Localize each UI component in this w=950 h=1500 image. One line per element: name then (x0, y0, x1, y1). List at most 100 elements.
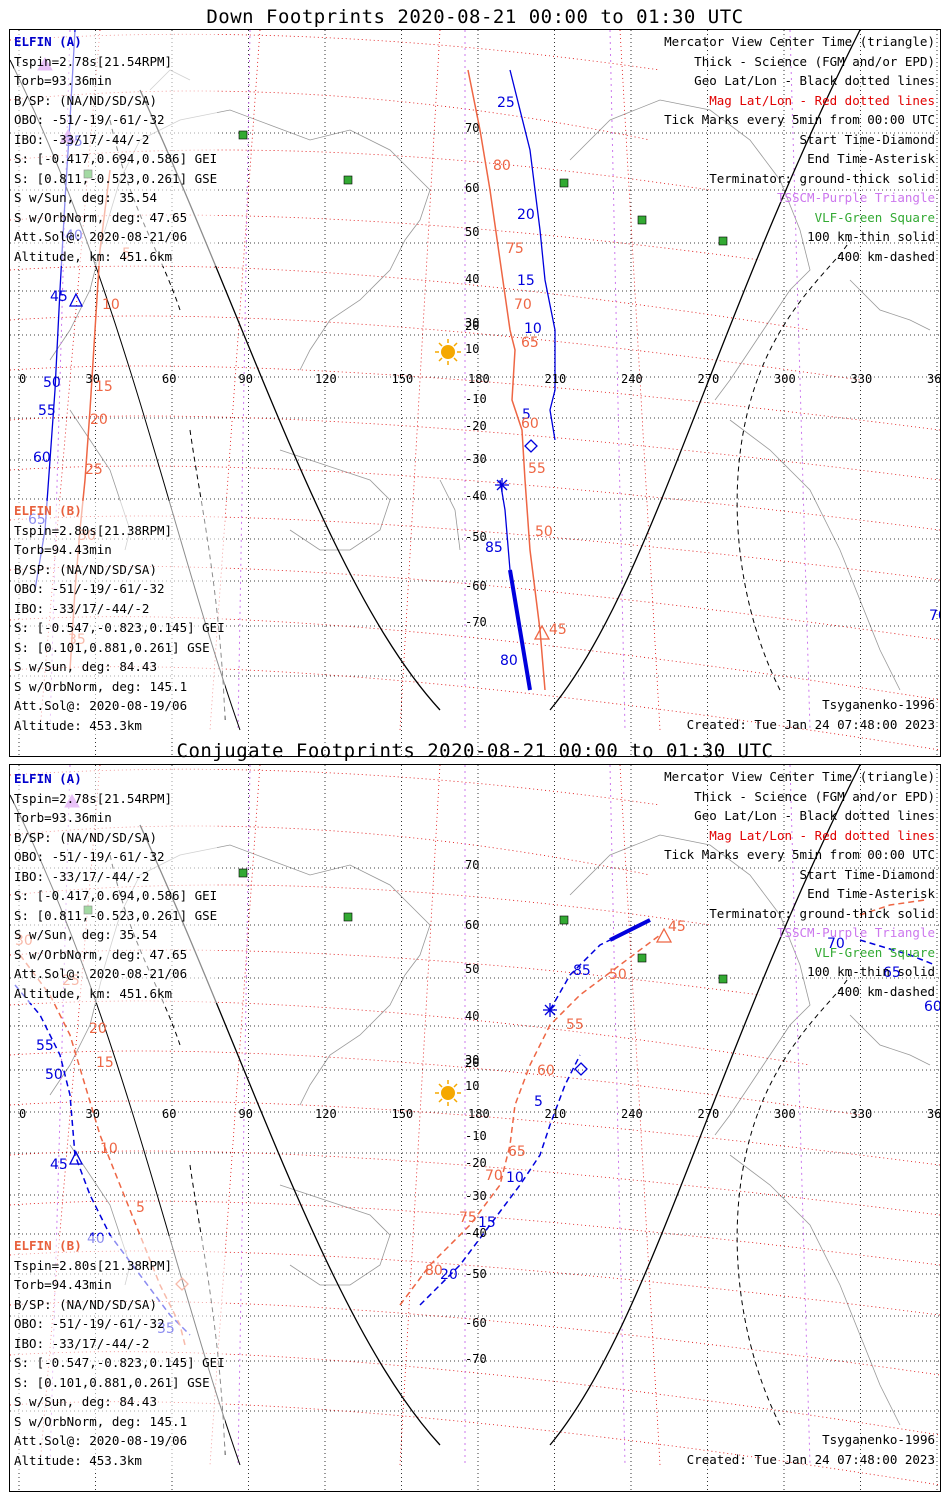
lon-tick-label: 150 (392, 372, 414, 386)
info-line: Tspin=2.78s[21.54RPM] (14, 51, 218, 71)
start-diamond-a (574, 1062, 588, 1076)
info-line: Altitude: 453.3km (14, 1450, 225, 1470)
lon-tick-label: 270 (698, 372, 720, 386)
time-label: 80 (500, 653, 518, 669)
vlf-square (343, 175, 353, 185)
end-asterisk-a (543, 1003, 557, 1017)
lon-tick-label: 180 (468, 372, 490, 386)
start-diamond-a (524, 439, 538, 453)
lat-tick-label: -30 (465, 452, 487, 466)
legend-item: TSSCM-Purple Triangle (776, 190, 935, 205)
info-line: B/SP: (NA/ND/SD/SA) (14, 827, 218, 847)
time-label: 65 (521, 335, 539, 351)
lat-tick-label: 10 (465, 342, 479, 356)
info-line: OBO: -51/-19/-61/-32 (14, 579, 225, 599)
legend-item: Thick - Science (FGM and/or EPD) (694, 53, 935, 69)
center-triangle-b (533, 624, 551, 640)
map-legend: Mercator View Center Time (triangle) Thi… (664, 32, 935, 266)
elfin-a-header: ELFIN (A) (14, 32, 218, 52)
lon-tick-label: 330 (851, 372, 873, 386)
lon-tick-label: 240 (621, 372, 643, 386)
center-triangle-a (68, 292, 84, 307)
lat-tick-label: 30 (465, 1053, 479, 1067)
lat-tick-label: -10 (465, 392, 487, 406)
info-line: S: [-0.417,0.694,0.586] GEI (14, 149, 218, 169)
legend-item: Geo Lat/Lon - Black dotted lines (694, 73, 935, 88)
lon-tick-label: 330 (851, 1107, 873, 1121)
info-line: S: [0.811,-0.523,0.261] GSE (14, 905, 218, 925)
elfin-a-info: ELFIN (A) Tspin=2.78s[21.54RPM] Torb=93.… (14, 769, 218, 1003)
mag-grid (10, 30, 940, 751)
time-label: 85 (485, 540, 503, 556)
time-label: 20 (89, 1021, 107, 1037)
time-label: 70 (929, 608, 941, 624)
info-line: IBO: -33/17/-44/-2 (14, 598, 225, 618)
info-line: IBO: -33/17/-44/-2 (14, 866, 218, 886)
info-line: Tspin=2.78s[21.54RPM] (14, 788, 218, 808)
center-triangle-a (68, 1150, 84, 1165)
lat-tick-label: -60 (465, 1316, 487, 1330)
lon-tick-label: 0 (19, 1107, 26, 1121)
lat-tick-label: 70 (465, 858, 479, 872)
elfin-b-info: ELFIN (B) Tspin=2.80s[21.38RPM] Torb=94.… (14, 1236, 225, 1470)
time-label: 15 (478, 1215, 496, 1231)
elfin-b-header: ELFIN (B) (14, 1236, 225, 1256)
time-label: 80 (493, 158, 511, 174)
info-line: Att.Sol@: 2020-08-19/06 (14, 696, 225, 716)
lon-tick-label: 300 (774, 1107, 796, 1121)
time-label: 65 (508, 1144, 526, 1160)
lat-tick-label: -70 (465, 615, 487, 629)
lat-tick-label: -50 (465, 1267, 487, 1281)
time-label: 80 (425, 1263, 443, 1279)
legend-item: Mercator View Center Time (triangle) (664, 769, 935, 784)
lat-tick-label: 30 (465, 316, 479, 330)
lon-tick-label: 30 (86, 1107, 100, 1121)
legend-item: 400 km-dashed (837, 248, 935, 264)
vlf-square (238, 868, 248, 878)
info-line: B/SP: (NA/ND/SD/SA) (14, 1294, 225, 1314)
geo-grid (10, 765, 940, 1491)
legend-item: VLF-Green Square (814, 209, 935, 225)
time-label: 10 (100, 1141, 118, 1157)
legend-item: Start Time-Diamond (799, 866, 935, 882)
time-label: 70 (514, 297, 532, 313)
info-line: S: [0.811,-0.523,0.261] GSE (14, 168, 218, 188)
legend-item: Mag Lat/Lon - Red dotted lines (709, 827, 935, 843)
conjugate-footprints-title: Conjugate Footprints 2020-08-21 00:00 to… (176, 740, 774, 762)
lat-tick-label: -60 (465, 579, 487, 593)
end-asterisk-a (495, 478, 509, 492)
legend-item: Start Time-Diamond (799, 131, 935, 147)
lon-tick-label: 240 (621, 1107, 643, 1121)
legend-item: Thick - Science (FGM and/or EPD) (694, 788, 935, 804)
time-label: 45 (50, 1157, 68, 1173)
time-label: 20 (517, 207, 535, 223)
created-label: Created: Tue Jan 24 07:48:00 2023 (686, 717, 935, 732)
info-line: Torb=94.43min (14, 540, 225, 560)
info-line: Tspin=2.80s[21.38RPM] (14, 1255, 225, 1275)
lon-tick-label: 180 (468, 1107, 490, 1121)
info-line: IBO: -33/17/-44/-2 (14, 129, 218, 149)
legend-item: Tick Marks every 5min from 00:00 UTC (664, 847, 935, 862)
info-line: IBO: -33/17/-44/-2 (14, 1333, 225, 1353)
lat-tick-label: 60 (465, 918, 479, 932)
time-label: 5 (136, 1200, 145, 1216)
time-label: 85 (573, 963, 591, 979)
time-label: 50 (535, 524, 553, 540)
time-label: 20 (440, 1267, 458, 1283)
legend-item: 100 km-thin solid (807, 964, 935, 979)
time-label: 70 (485, 1168, 503, 1184)
info-line: Torb=93.36min (14, 71, 218, 91)
sun-icon (435, 339, 461, 365)
lat-tick-label: 60 (465, 181, 479, 195)
lat-tick-label: 20 (465, 1056, 479, 1070)
center-triangle-b (655, 927, 673, 943)
time-label: 50 (609, 967, 627, 983)
time-label: 60 (33, 450, 51, 466)
info-line: S w/Sun, deg: 35.54 (14, 925, 218, 945)
info-line: S: [0.101,0.881,0.261] GSE (14, 1372, 225, 1392)
lat-tick-label: 40 (465, 1009, 479, 1023)
info-line: Att.Sol@: 2020-08-21/06 (14, 227, 218, 247)
legend-item: Geo Lat/Lon - Black dotted lines (694, 808, 935, 823)
info-line: S: [-0.547,-0.823,0.145] GEI (14, 618, 225, 638)
